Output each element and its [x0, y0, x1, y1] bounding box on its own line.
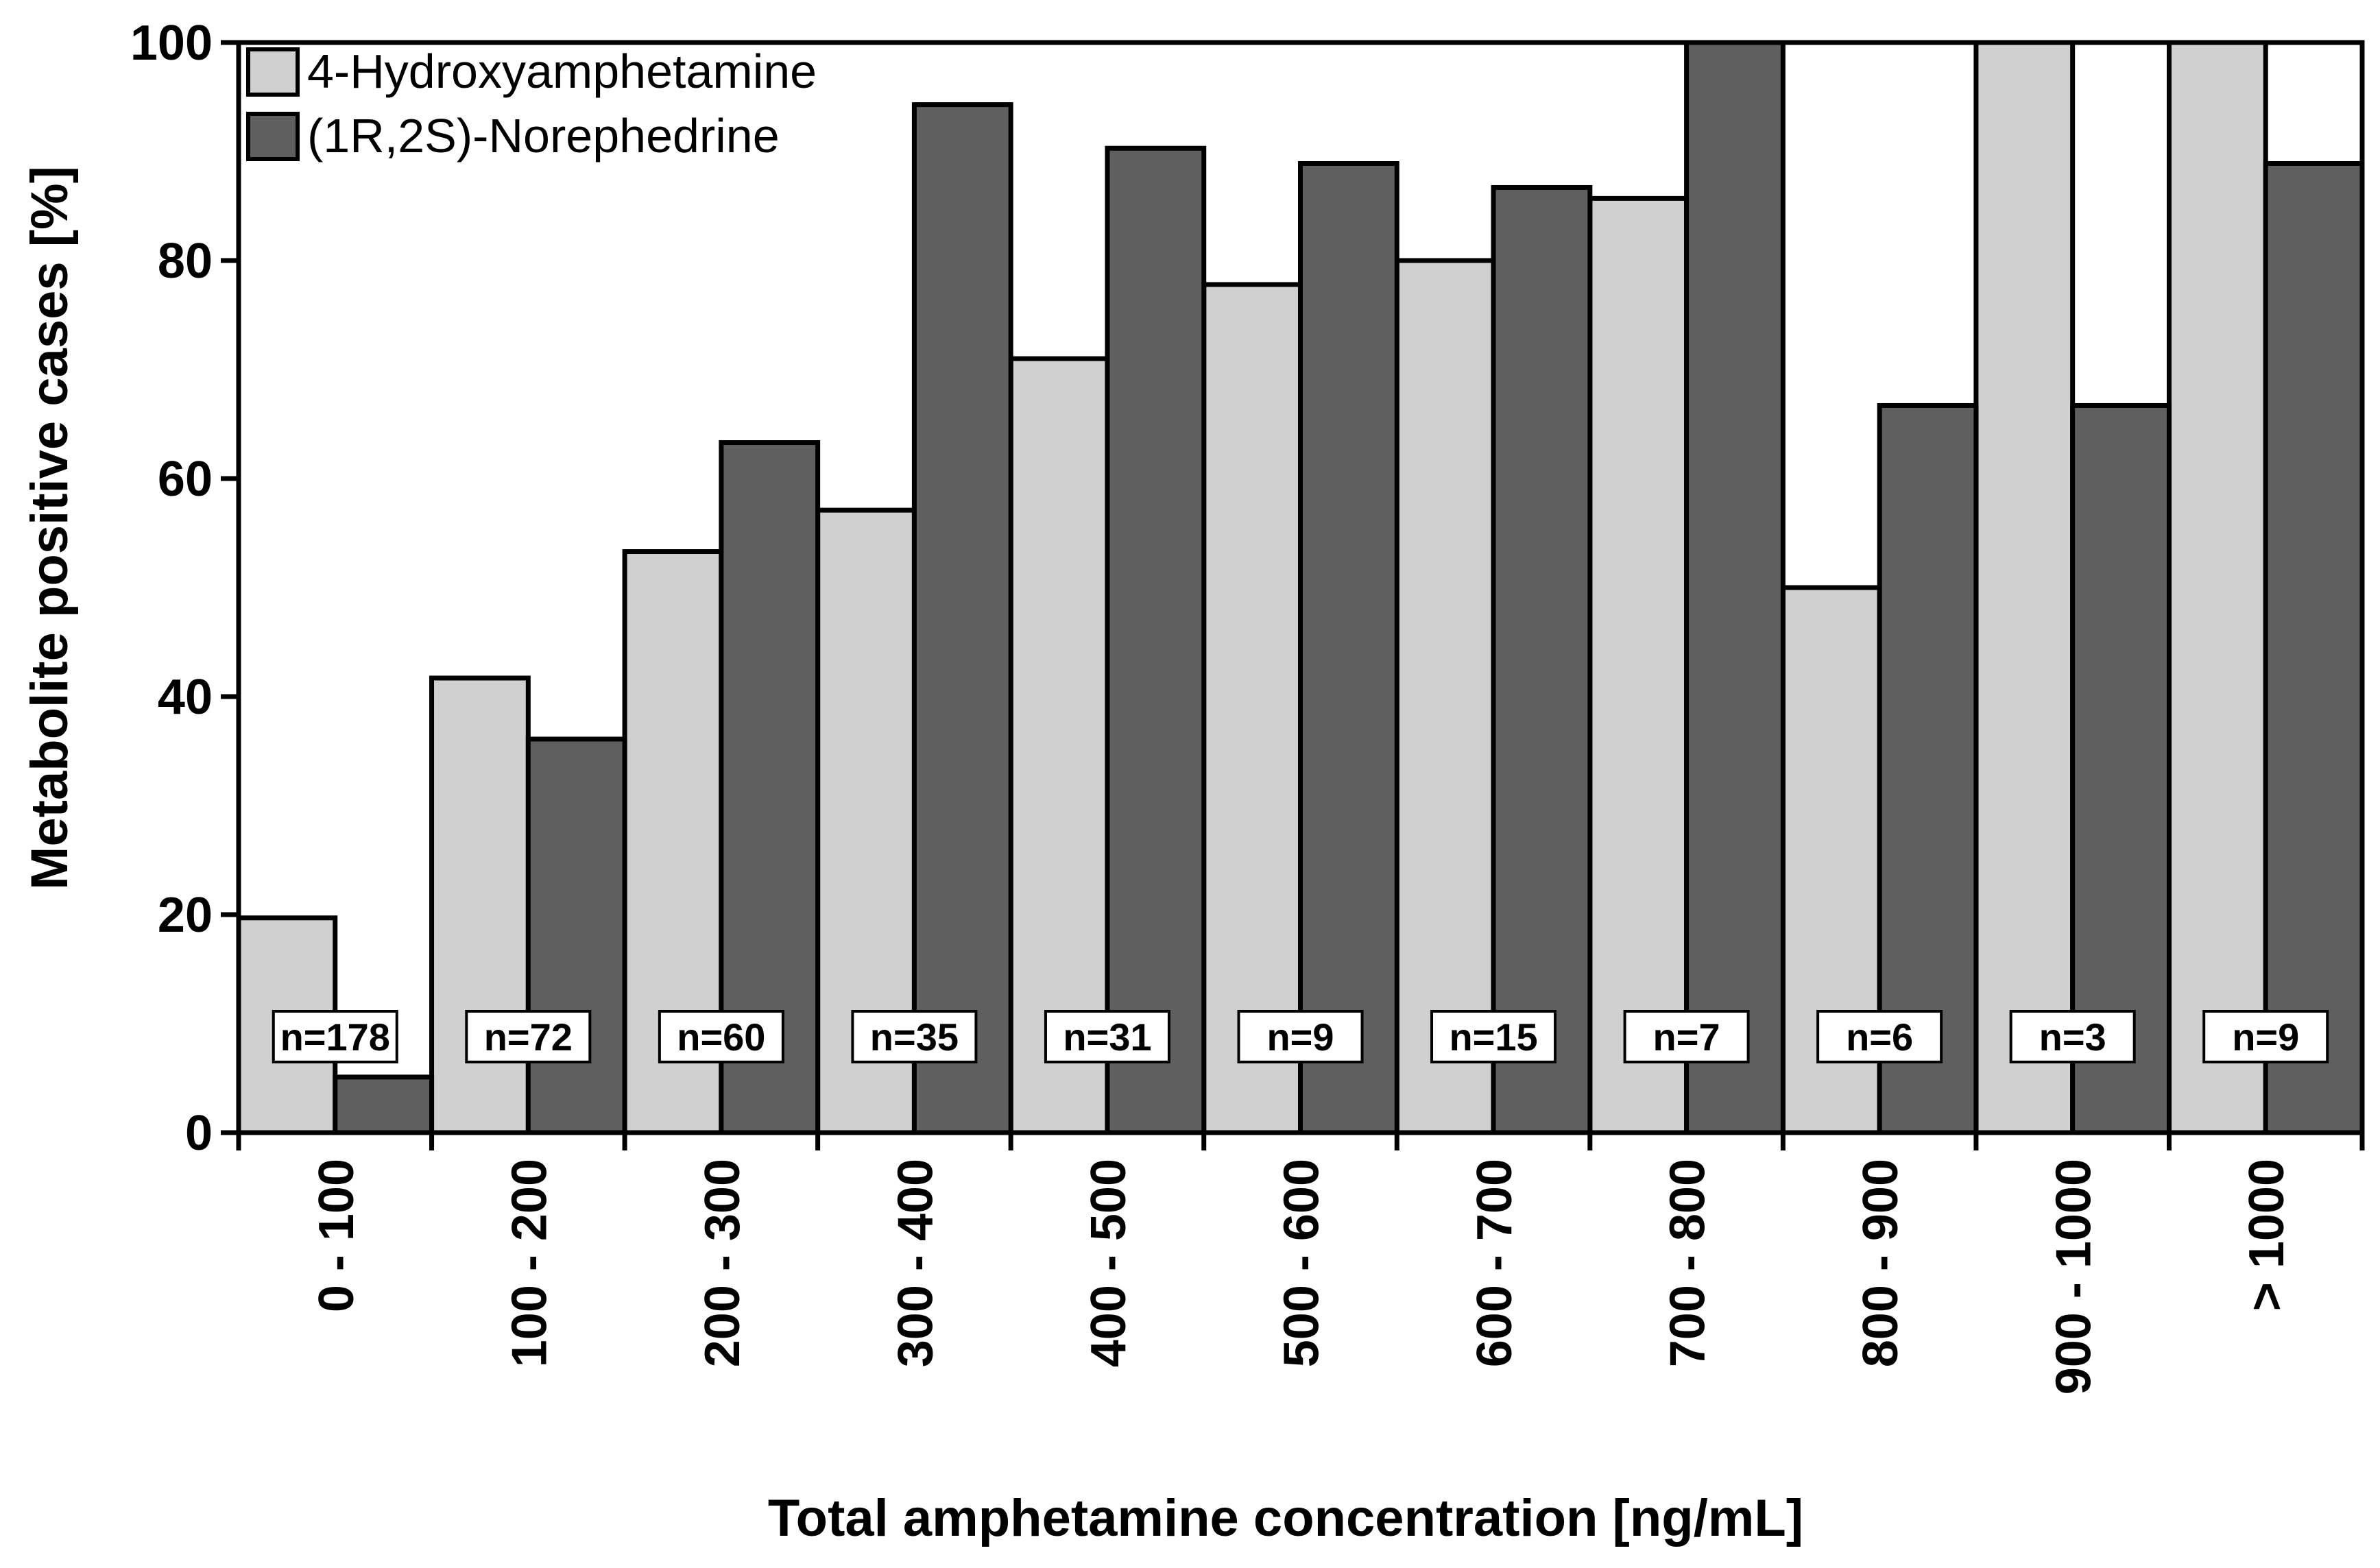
- x-tick-label-8: 800 - 900: [1853, 1159, 1908, 1367]
- count-label-9: n=3: [2009, 1010, 2136, 1063]
- bar-norephedrine-10: [2263, 160, 2365, 1135]
- count-label-1: n=72: [465, 1010, 592, 1063]
- count-label-text: n=31: [1063, 1015, 1151, 1059]
- count-label-4: n=31: [1044, 1010, 1170, 1063]
- x-tick-label-6: 600 - 700: [1467, 1159, 1522, 1367]
- y-axis-title: Metabolite positive cases [%]: [21, 166, 79, 890]
- count-label-text: n=72: [484, 1015, 573, 1059]
- bar-hydroxyamphetamine-1: [429, 675, 531, 1135]
- y-tick-label-5: 100: [130, 16, 213, 71]
- bar-norephedrine-1: [525, 736, 627, 1135]
- bar-hydroxyamphetamine-5: [1201, 282, 1303, 1135]
- legend: 4-Hydroxyamphetamine (1R,2S)-Norephedrine: [246, 45, 817, 162]
- x-tick-label-2: 200 - 300: [695, 1159, 750, 1367]
- count-label-text: n=6: [1846, 1015, 1913, 1059]
- count-label-7: n=7: [1623, 1010, 1750, 1063]
- x-axis: 0 - 100 100 - 200 200 - 300 300 - 400 400 - …: [236, 1133, 2365, 1395]
- count-label-box: [1430, 1010, 1557, 1063]
- bar-norephedrine-5: [1298, 160, 1399, 1135]
- count-label-box: [1816, 1010, 1943, 1063]
- legend-label: 4-Hydroxyamphetamine: [307, 45, 817, 98]
- count-label-text: n=9: [1266, 1015, 1334, 1059]
- plot-frame: [236, 40, 2365, 1135]
- x-axis-title: Total amphetamine concentration [ng/mL]: [768, 1489, 1803, 1547]
- bar-hydroxyamphetamine-9: [1973, 40, 2076, 1135]
- y-axis: 0 20 40 60 80 100: [130, 16, 239, 1161]
- legend-item-hydroxyamphetamine: 4-Hydroxyamphetamine: [246, 45, 817, 98]
- count-labels-layer: n=178 n=72 n=60 n=35 n=31 n=9 n=15 n=7 n=6 n=3 n=9: [272, 1010, 2329, 1063]
- count-label-box: [465, 1010, 592, 1063]
- plot-border: [236, 40, 2365, 1135]
- count-label-box: [2009, 1010, 2136, 1063]
- bar-norephedrine-3: [911, 102, 1013, 1135]
- count-label-box: [658, 1010, 784, 1063]
- count-label-10: n=9: [2202, 1010, 2329, 1063]
- count-label-box: [1623, 1010, 1750, 1063]
- count-label-2: n=60: [658, 1010, 784, 1063]
- x-tick-label-0: 0 - 100: [309, 1159, 364, 1312]
- count-label-text: n=35: [870, 1015, 959, 1059]
- count-label-box: [1237, 1010, 1364, 1063]
- count-label-8: n=6: [1816, 1010, 1943, 1063]
- x-tick-label-5: 500 - 600: [1275, 1159, 1330, 1367]
- count-label-text: n=3: [2039, 1015, 2106, 1059]
- count-label-text: n=15: [1449, 1015, 1537, 1059]
- legend-item-norephedrine: (1R,2S)-Norephedrine: [246, 109, 780, 162]
- x-tick-label-7: 700 - 800: [1661, 1159, 1716, 1367]
- bar-norephedrine-7: [1684, 40, 1786, 1135]
- x-tick-label-3: 300 - 400: [888, 1159, 943, 1367]
- count-label-6: n=15: [1430, 1010, 1557, 1063]
- count-label-box: [851, 1010, 978, 1063]
- y-tick-label-3: 60: [158, 452, 213, 507]
- x-tick-label-10: > 1000: [2239, 1159, 2294, 1311]
- x-tick-label-9: 900 - 1000: [2047, 1159, 2102, 1395]
- y-tick-label-4: 80: [158, 234, 213, 289]
- count-label-5: n=9: [1237, 1010, 1364, 1063]
- count-label-text: n=9: [2232, 1015, 2299, 1059]
- bar-hydroxyamphetamine-7: [1587, 195, 1690, 1135]
- bar-norephedrine-0: [333, 1074, 435, 1135]
- count-label-box: [2202, 1010, 2329, 1063]
- bar-hydroxyamphetamine-6: [1394, 258, 1496, 1135]
- bar-norephedrine-6: [1491, 184, 1593, 1135]
- legend-swatch: [246, 47, 300, 97]
- count-label-3: n=35: [851, 1010, 978, 1063]
- x-tick-label-4: 400 - 500: [1081, 1159, 1136, 1367]
- bars-layer: [236, 40, 2365, 1135]
- count-label-0: n=178: [272, 1010, 398, 1063]
- count-label-box: [1044, 1010, 1170, 1063]
- count-label-text: n=60: [677, 1015, 765, 1059]
- legend-label: (1R,2S)-Norephedrine: [307, 109, 780, 162]
- y-tick-label-2: 40: [158, 670, 213, 725]
- bar-norephedrine-4: [1105, 145, 1207, 1135]
- count-label-text: n=178: [280, 1015, 390, 1059]
- bar-hydroxyamphetamine-10: [2166, 40, 2268, 1135]
- x-tick-label-1: 100 - 200: [502, 1159, 557, 1367]
- count-label-box: [272, 1010, 398, 1063]
- legend-swatch: [246, 112, 300, 161]
- y-tick-label-0: 0: [185, 1106, 213, 1161]
- y-tick-label-1: 20: [158, 888, 213, 943]
- count-label-text: n=7: [1653, 1015, 1720, 1059]
